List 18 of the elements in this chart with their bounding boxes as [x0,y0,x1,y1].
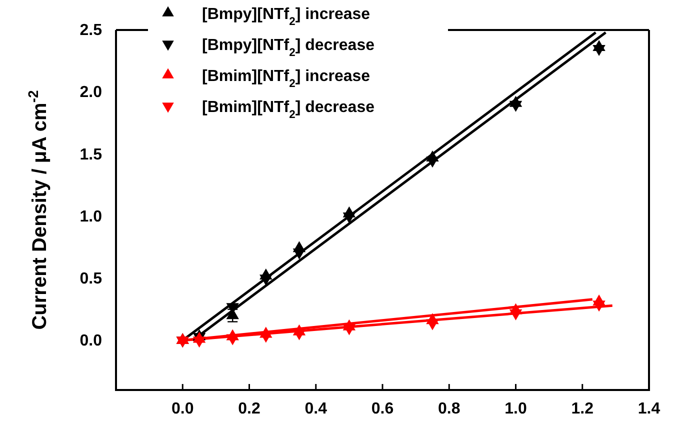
y-tick-label: 1.5 [80,146,102,164]
x-tick-label: 0.6 [371,400,394,418]
x-tick-label: 0.4 [304,400,328,418]
legend-label: [Bmpy][NTf$_{2}$] increase [202,6,370,28]
y-tick-label: 2.0 [80,84,102,102]
x-tick-label: 1.2 [571,400,594,418]
x-tick-label: 0.0 [172,400,194,418]
y-tick-label: 0.5 [80,270,102,288]
x-tick-label: 0.8 [438,400,460,418]
legend-label: [Bmpy][NTf$_{2}$] decrease [202,37,375,59]
y-tick-label: 2.5 [80,22,102,40]
x-tick-label: 1.0 [504,400,527,418]
legend-label: [Bmim][NTf$_{2}$] decrease [202,99,375,121]
x-tick-label: 1.4 [638,400,660,418]
x-tick-label: 0.2 [238,400,260,418]
y-tick-label: 1.0 [80,208,102,226]
legend-label: [Bmim][NTf$_{2}$] increase [202,68,370,90]
y-tick-label: 0.0 [80,332,102,350]
